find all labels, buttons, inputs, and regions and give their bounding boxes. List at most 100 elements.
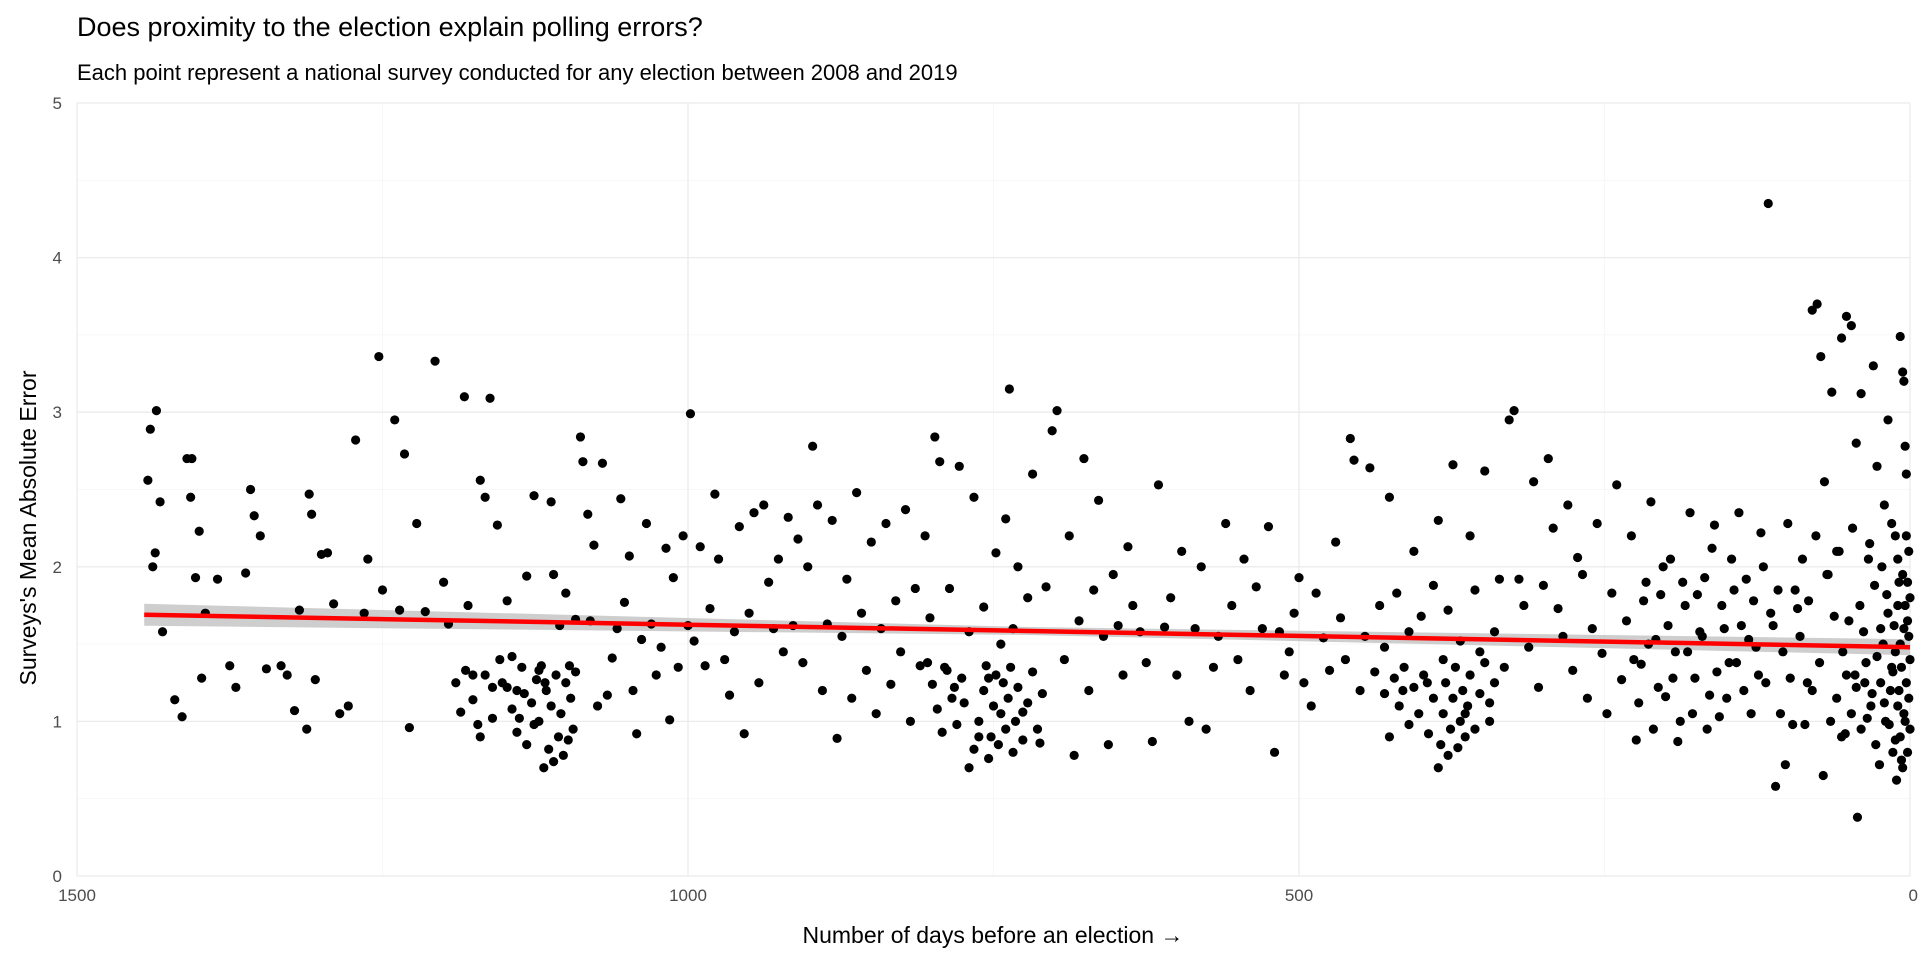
data-point [673, 662, 683, 672]
data-point [1704, 690, 1715, 700]
data-point [754, 678, 764, 688]
data-point [507, 704, 517, 714]
data-point [778, 647, 788, 657]
data-point [1631, 735, 1641, 745]
data-point [566, 693, 576, 703]
data-point [891, 596, 901, 606]
data-point [1409, 682, 1419, 692]
data-point [563, 735, 573, 745]
data-point [1840, 729, 1850, 739]
data-point [1658, 562, 1668, 572]
data-point [329, 599, 339, 609]
data-point [944, 583, 955, 594]
data-point [1455, 716, 1465, 727]
data-point [1047, 426, 1057, 436]
data-point [534, 716, 544, 727]
data-point [1612, 480, 1622, 490]
data-point [1568, 665, 1578, 675]
data-point [1893, 600, 1903, 611]
data-point [225, 661, 235, 671]
data-point [541, 685, 551, 696]
data-point [910, 583, 920, 594]
data-point [150, 548, 160, 558]
data-point [949, 682, 959, 692]
data-point [1758, 562, 1768, 572]
data-point [1724, 658, 1734, 668]
data-point [1548, 523, 1558, 533]
data-point [1807, 685, 1817, 696]
data-point [1844, 616, 1854, 626]
data-point [1778, 647, 1788, 657]
data-point [1869, 580, 1880, 590]
data-point [764, 577, 774, 587]
data-point [1709, 520, 1720, 530]
data-point [1663, 620, 1673, 631]
data-point [1196, 562, 1206, 572]
data-point [871, 709, 881, 719]
data-point [1587, 624, 1597, 634]
data-point [1773, 585, 1783, 595]
data-point [1379, 688, 1390, 699]
data-point [616, 494, 626, 504]
data-point [187, 453, 197, 464]
data-point [1717, 600, 1727, 611]
data-point [1807, 305, 1817, 315]
data-point [1697, 631, 1707, 641]
data-point [1441, 678, 1451, 688]
data-point [724, 690, 735, 700]
data-point [1865, 539, 1875, 549]
trend-line [144, 612, 1911, 650]
data-point [1602, 709, 1612, 719]
data-point [492, 520, 502, 530]
data-point [1656, 590, 1666, 600]
data-point [1398, 685, 1408, 696]
data-point [852, 487, 862, 498]
data-point [847, 693, 857, 703]
data-point [377, 585, 388, 595]
data-point [1902, 616, 1913, 626]
data-point [522, 739, 532, 750]
data-point [1519, 600, 1529, 611]
data-point [1404, 627, 1414, 637]
data-point [1465, 531, 1475, 541]
data-point [1680, 600, 1690, 611]
data-point [1899, 709, 1909, 719]
data-point [1074, 616, 1084, 626]
data-point [1629, 654, 1639, 665]
data-point [817, 685, 828, 696]
data-point [143, 475, 153, 485]
data-point [276, 661, 286, 671]
data-point [343, 701, 353, 711]
data-point [744, 608, 754, 618]
data-point [1460, 709, 1470, 719]
data-point [1795, 631, 1805, 641]
data-point [1884, 719, 1894, 730]
data-point [1463, 701, 1473, 711]
data-point [1384, 492, 1395, 502]
data-point [837, 631, 847, 641]
data-point [502, 596, 512, 606]
data-point [1893, 701, 1903, 711]
data-point [705, 603, 715, 614]
data-point [1533, 682, 1544, 692]
data-point [1692, 590, 1702, 600]
data-point [1900, 441, 1910, 451]
data-point [1485, 716, 1495, 727]
data-point [145, 424, 155, 434]
data-point [359, 608, 369, 618]
data-point [710, 489, 720, 499]
data-point [1851, 438, 1861, 448]
data-point [540, 678, 550, 688]
axis-layer: 1500 1000 500 0 0 1 2 3 4 5 [53, 94, 1918, 905]
data-point [1825, 716, 1836, 727]
y-tick-label: 4 [53, 249, 62, 268]
data-point [1103, 739, 1113, 750]
data-point [1245, 685, 1255, 696]
data-point [568, 724, 578, 734]
data-point [1023, 593, 1033, 603]
data-point [1450, 662, 1461, 672]
data-point [1867, 688, 1877, 699]
data-point [602, 690, 612, 700]
data-point [1904, 631, 1914, 641]
data-point [1617, 675, 1627, 685]
